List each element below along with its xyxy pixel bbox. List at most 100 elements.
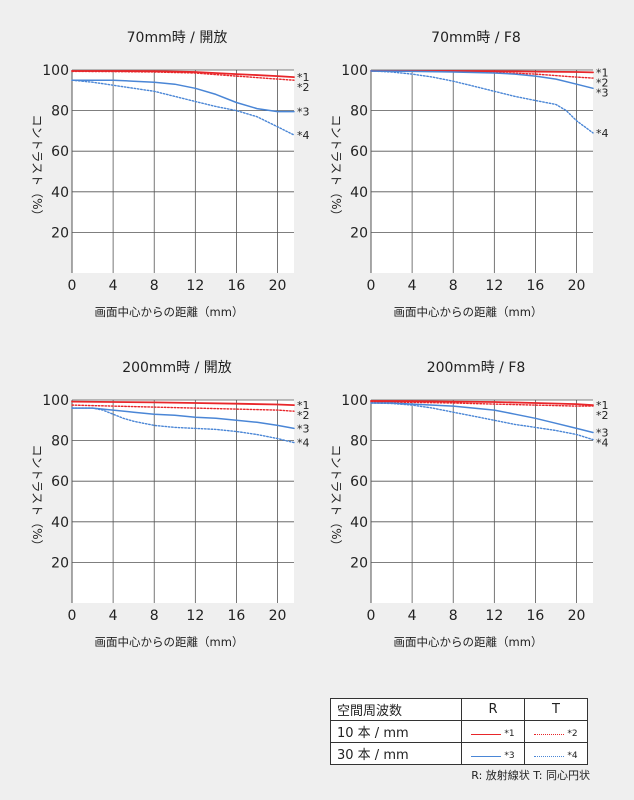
series-line-star1 [370, 400, 594, 407]
x-axis-label: 画面中心からの距離（mm） [95, 305, 244, 319]
y-tick-label: 40 [51, 185, 69, 201]
x-tick-label: 12 [186, 278, 204, 294]
series-line-star2 [370, 401, 594, 407]
x-tick-label: 8 [449, 278, 458, 294]
x-tick-label: 16 [228, 608, 246, 624]
series-end-label: *3 [596, 426, 609, 439]
chart-title: 200mm時 / 開放 [122, 360, 232, 376]
legend-header-r: R [461, 698, 525, 721]
series-line-star3 [71, 407, 295, 430]
y-tick-label: 20 [350, 225, 368, 241]
y-tick-label: 60 [350, 474, 368, 490]
y-axis-label: コントラスト（%） [30, 114, 44, 221]
legend-sample-1: *1 [461, 720, 525, 743]
y-tick-label: 100 [42, 393, 69, 409]
x-axis-label: 画面中心からの距離（mm） [95, 635, 244, 649]
y-tick-label: 20 [51, 225, 69, 241]
legend-line-solid-red [471, 733, 502, 735]
legend-mark: *2 [567, 729, 578, 740]
y-tick-label: 60 [350, 144, 368, 160]
legend-line-dotted-blue [534, 755, 565, 757]
legend-row-label: 30 本 / mm [330, 742, 462, 765]
y-tick-label: 100 [341, 63, 368, 79]
x-tick-label: 12 [485, 608, 503, 624]
plot-area [72, 70, 294, 273]
series-line-star4 [370, 402, 594, 441]
series-end-label: *3 [596, 86, 609, 99]
y-tick-label: 40 [51, 515, 69, 531]
series-end-label: *2 [596, 76, 609, 89]
x-tick-label: 20 [568, 278, 586, 294]
legend-row-30: 30 本 / mm *3 *4 [330, 742, 588, 765]
x-tick-label: 8 [449, 608, 458, 624]
y-tick-label: 40 [350, 185, 368, 201]
legend-sample-4: *4 [524, 742, 588, 765]
legend-header-t: T [524, 698, 588, 721]
x-tick-label: 20 [568, 608, 586, 624]
series-end-label: *4 [297, 437, 310, 450]
series-end-label: *1 [297, 399, 310, 412]
x-tick-label: 8 [150, 278, 159, 294]
chart-title: 200mm時 / F8 [427, 360, 526, 376]
x-tick-label: 16 [527, 278, 545, 294]
series-end-label: *4 [596, 127, 609, 140]
x-tick-label: 4 [408, 608, 417, 624]
legend-table: 空間周波数 R T 10 本 / mm *1 *2 30 本 / mm *3 *… [330, 698, 588, 765]
x-tick-label: 16 [527, 608, 545, 624]
y-tick-label: 80 [51, 434, 69, 450]
series-end-label: *2 [297, 409, 310, 422]
x-tick-label: 0 [367, 608, 376, 624]
legend-line-solid-blue [471, 755, 502, 757]
series-line-star3 [71, 79, 295, 113]
legend-sample-2: *2 [524, 720, 588, 743]
series-line-star4 [370, 70, 594, 134]
y-axis-label: コントラスト（%） [329, 114, 343, 221]
y-tick-label: 60 [51, 144, 69, 160]
series-end-label: *3 [297, 422, 310, 435]
series-end-label: *2 [596, 409, 609, 422]
x-tick-label: 20 [269, 278, 287, 294]
y-tick-label: 100 [341, 393, 368, 409]
legend-row-10: 10 本 / mm *1 *2 [330, 720, 588, 743]
y-tick-label: 80 [51, 104, 69, 120]
series-end-label: *1 [596, 399, 609, 412]
y-tick-label: 40 [350, 515, 368, 531]
chart-panel-1: *1*2 *3 *4 20 40 60 80 100 0 4 8 12 16 20 70mm時 / 開放画面… [30, 30, 310, 319]
plot-area [371, 70, 593, 273]
legend-line-dotted-red [534, 733, 565, 735]
chart-title: 70mm時 / 開放 [127, 30, 228, 46]
series-line-star4 [71, 407, 295, 444]
y-axis-label: コントラスト（%） [329, 444, 343, 551]
plot-area [371, 400, 593, 603]
y-tick-label: 60 [51, 474, 69, 490]
chart-panel-4: *1*2 *3*4 20 40 60 80 100 0 4 8 12 16 20 200mm時 / F8 画… [329, 360, 609, 649]
y-tick-label: 100 [42, 63, 69, 79]
chart-panel-2: *1*2*3 *4 20 40 60 80 100 0 4 8 12 16 20 70mm時 / F8 画面… [329, 30, 609, 319]
legend-note: R: 放射線状 T: 同心円状 [471, 769, 590, 782]
plot-area [72, 400, 294, 603]
legend-mark: *4 [567, 751, 578, 762]
x-tick-label: 4 [408, 278, 417, 294]
x-tick-label: 20 [269, 608, 287, 624]
y-tick-label: 20 [350, 555, 368, 571]
series-line-star1 [71, 400, 295, 407]
legend-header-label: 空間周波数 [330, 698, 462, 721]
series-end-label: *1 [297, 71, 310, 84]
series-end-label: *4 [297, 129, 310, 142]
legend-row-label: 10 本 / mm [330, 720, 462, 743]
x-tick-label: 4 [109, 608, 118, 624]
series-end-label: *1 [596, 66, 609, 79]
legend-mark: *3 [504, 751, 515, 762]
chart-panel-3: *1*2*3 *4 20 40 60 80 100 0 4 8 12 16 20 200mm時 / 開放画… [30, 360, 310, 649]
legend-sample-3: *3 [461, 742, 525, 765]
series-line-star4 [71, 79, 295, 136]
x-tick-label: 12 [186, 608, 204, 624]
series-line-star2 [71, 70, 295, 81]
series-line-star3 [370, 402, 594, 434]
series-end-label: *4 [596, 436, 609, 449]
x-tick-label: 0 [367, 278, 376, 294]
x-axis-label: 画面中心からの距離（mm） [394, 635, 543, 649]
series-end-label: *3 [297, 106, 310, 119]
series-line-star3 [370, 70, 594, 90]
legend-header-row: 空間周波数 R T [330, 698, 588, 721]
